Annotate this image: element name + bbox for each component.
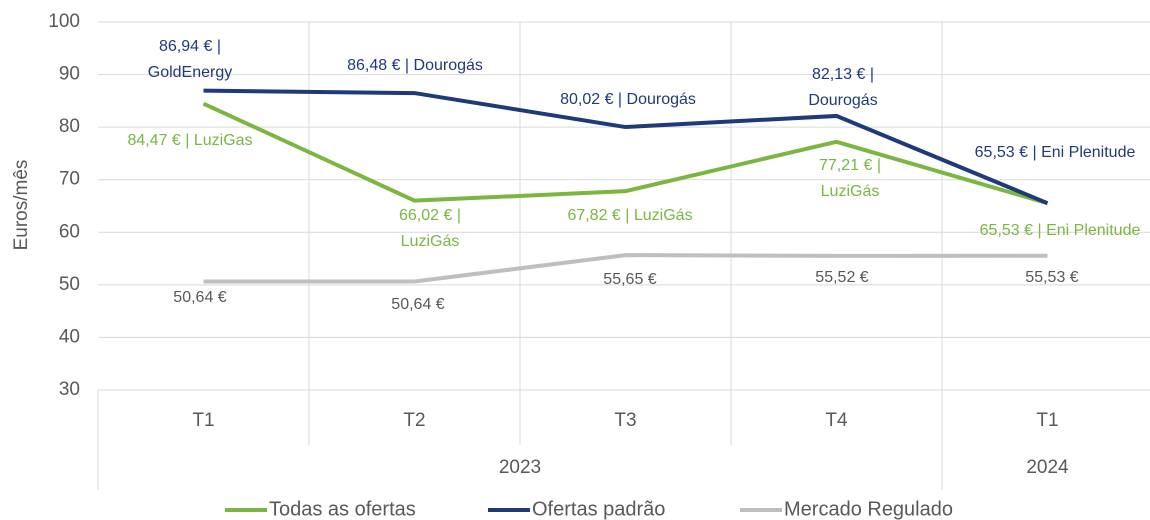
- data-label: 66,02 € | LuziGás: [399, 207, 461, 250]
- x-tick-label: T2: [403, 410, 425, 431]
- data-label: 55,65 €: [603, 271, 657, 288]
- data-label-box: 65,53 € | Eni Plenitude: [979, 222, 1141, 239]
- data-label: 55,53 €: [1025, 269, 1079, 286]
- data-label-box: 86,48 € | Dourogás: [347, 57, 483, 74]
- data-label-box: 66,02 € | LuziGás: [399, 207, 461, 250]
- data-label: 65,53 € | Eni Plenitude: [979, 222, 1141, 239]
- y-tick-label: 80: [59, 116, 80, 137]
- x-tick-label: T4: [825, 410, 848, 431]
- data-label: 55,52 €: [815, 269, 869, 286]
- data-label-box: 82,13 € | Dourogás: [808, 66, 878, 109]
- data-label-box: 65,53 € | Eni Plenitude: [974, 144, 1136, 161]
- group-label: 2023: [499, 457, 541, 478]
- series-line: [203, 253, 1048, 284]
- y-tick-label: 50: [59, 274, 80, 295]
- data-label: 86,94 € | GoldEnergy: [147, 38, 233, 81]
- x-tick-label: T1: [192, 410, 214, 431]
- data-label-box: 84,47 € | LuziGas: [127, 132, 253, 149]
- data-label: 84,47 € | LuziGas: [127, 132, 253, 149]
- data-label-box: 50,64 €: [391, 296, 445, 313]
- y-tick-label: 30: [59, 379, 80, 400]
- x-tick-label: T3: [614, 410, 636, 431]
- data-label: 65,53 € | Eni Plenitude: [974, 144, 1136, 161]
- data-label: 86,48 € | Dourogás: [347, 57, 483, 74]
- data-label-box: 50,64 €: [173, 289, 227, 306]
- legend-label: Mercado Regulado: [784, 498, 953, 520]
- data-label: 82,13 € | Dourogás: [808, 66, 878, 109]
- y-tick-label: 60: [59, 221, 80, 242]
- y-tick-label: 70: [59, 169, 80, 190]
- data-label-box: 80,02 € | Dourogás: [560, 91, 696, 108]
- data-label-box: 77,21 € | LuziGás: [819, 157, 881, 200]
- series-line: [202, 101, 1049, 206]
- data-label: 67,82 € | LuziGás: [567, 207, 693, 224]
- legend-label: Ofertas padrão: [532, 498, 665, 520]
- y-axis-label: Euros/mês: [11, 160, 32, 251]
- group-label: 2024: [1026, 457, 1069, 478]
- legend-label: Todas as ofertas: [269, 498, 416, 520]
- data-label: 77,21 € | LuziGás: [819, 157, 881, 200]
- data-label-box: 55,52 €: [815, 269, 869, 286]
- data-label-box: 67,82 € | LuziGás: [567, 207, 693, 224]
- data-label: 50,64 €: [391, 296, 445, 313]
- data-label-box: 55,53 €: [1025, 269, 1079, 286]
- series-line: [203, 88, 1049, 206]
- x-tick-label: T1: [1036, 410, 1058, 431]
- data-label-box: 55,65 €: [603, 271, 657, 288]
- y-tick-label: 40: [59, 326, 80, 347]
- y-tick-label: 100: [48, 11, 80, 32]
- data-label: 50,64 €: [173, 289, 227, 306]
- y-tick-label: 90: [59, 64, 80, 85]
- data-label: 80,02 € | Dourogás: [560, 91, 696, 108]
- data-label-box: 86,94 € | GoldEnergy: [147, 38, 233, 81]
